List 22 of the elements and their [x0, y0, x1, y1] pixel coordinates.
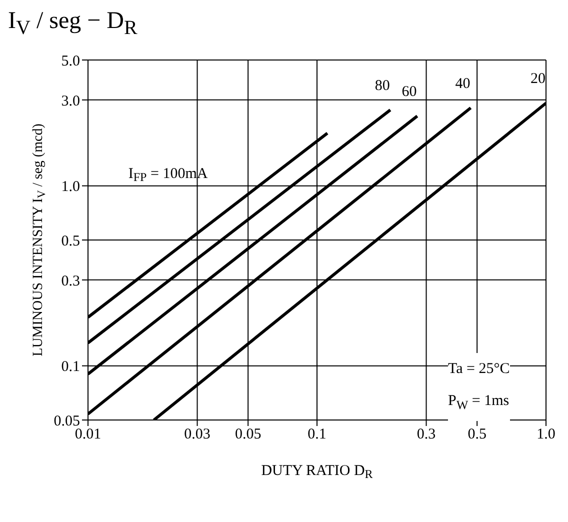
- chart-title: I$_{V}$ / seg − D$_{R}$: [8, 8, 138, 41]
- y-tick-label: 0.5: [61, 233, 80, 250]
- series-label: 60: [402, 84, 417, 100]
- series-label: 80: [374, 78, 390, 94]
- x-tick-label: 1.0: [536, 426, 556, 443]
- y-tick-label: 1.0: [61, 179, 80, 196]
- x-tick-label: 0.01: [74, 426, 102, 443]
- x-tick-label: 0.03: [184, 426, 210, 443]
- y-tick-label: 3.0: [61, 93, 80, 110]
- y-tick-label: 0.3: [61, 273, 80, 290]
- y-tick-label: 0.1: [61, 359, 80, 376]
- series-label: 40: [455, 76, 470, 92]
- y-tick-label: 0.05: [54, 413, 80, 430]
- x-tick-label: 0.05: [234, 426, 262, 443]
- y-tick-label: 5.0: [61, 53, 80, 70]
- x-tick-label: 0.1: [308, 426, 326, 443]
- x-tick-label: 0.5: [468, 426, 486, 443]
- series-label: 20: [530, 71, 546, 88]
- x-axis-title: DUTY RATIO D$_{R}$: [261, 463, 373, 481]
- annotation: Ta = 25°C: [448, 360, 510, 379]
- x-tick-label: 0.3: [416, 426, 436, 443]
- annotation: P$_{W}$ = 1ms: [448, 392, 510, 414]
